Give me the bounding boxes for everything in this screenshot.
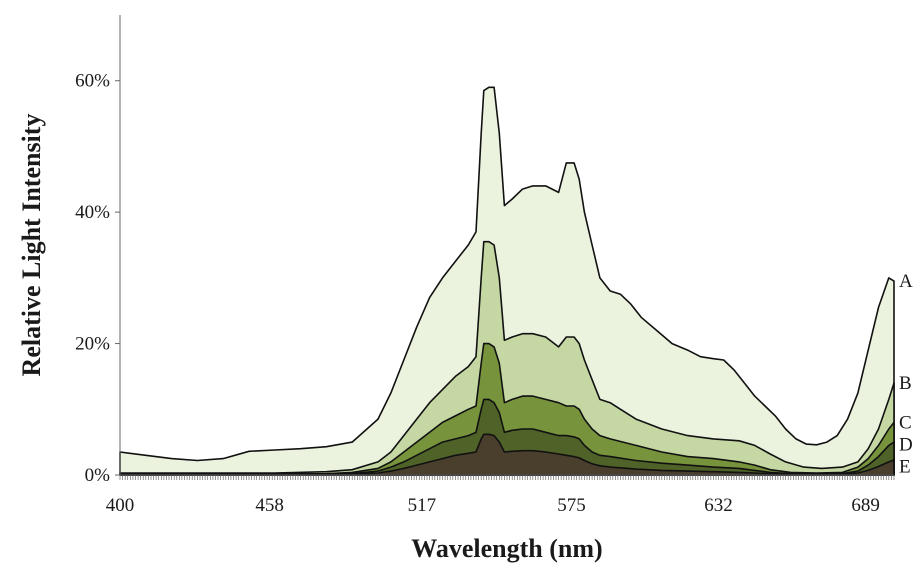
chart-axes [119,15,895,480]
x-tick-label: 632 [704,495,733,516]
y-tick-label: 40% [75,202,110,223]
series-area-b [119,240,895,476]
series-area-c [119,342,895,476]
x-tick-label: 458 [255,495,284,516]
y-axis-title: Relative Light Intensity [17,114,46,377]
x-tick-label: 400 [106,495,135,516]
series-label-d: D [899,434,913,455]
x-tick-label: 689 [851,495,880,516]
x-axis-title: Wavelength (nm) [411,534,602,563]
series-label-b: B [899,373,912,394]
x-tick-label: 575 [557,495,586,516]
x-axis-minor-ticks [119,475,895,480]
y-tick-label: 0% [85,465,111,486]
chart-areas [119,86,895,476]
series-label-a: A [899,271,913,292]
series-area-a [119,86,895,476]
y-tick-label: 60% [75,71,110,92]
series-label-c: C [899,412,912,433]
series-label-e: E [899,456,911,477]
chart-ticks: 0% 20% 40% 60% 400 458 517 575 632 689 [75,71,880,516]
x-tick-label: 517 [408,495,437,516]
y-tick-label: 20% [75,334,110,355]
